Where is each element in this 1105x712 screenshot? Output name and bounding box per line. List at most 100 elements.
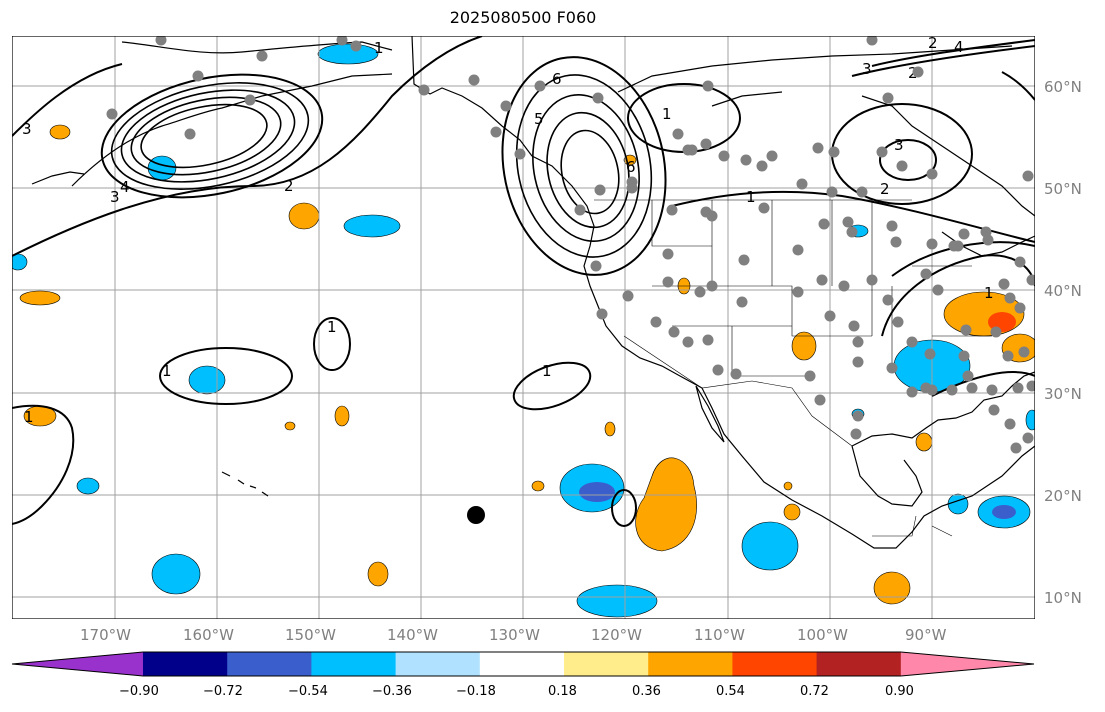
contour-label: 1 (24, 408, 34, 426)
station-dot (882, 294, 894, 306)
colorbar-tick-label: 0.90 (885, 684, 914, 699)
station-dot (1014, 302, 1026, 314)
contour-label: 1 (327, 318, 337, 336)
station-dot (828, 146, 840, 158)
station-dot (846, 226, 858, 238)
station-dot (514, 148, 526, 160)
station-dot (418, 84, 430, 96)
station-dot (892, 316, 904, 328)
station-dot (838, 280, 850, 292)
contour-label: 1 (542, 362, 552, 380)
station-dot (490, 126, 502, 138)
lon-label-90w: 90°W (905, 626, 947, 644)
station-dot (592, 92, 604, 104)
station-dot (1004, 292, 1016, 304)
station-dot (256, 50, 268, 62)
station-dot (350, 40, 362, 52)
station-dot (856, 186, 868, 198)
station-dot (926, 238, 938, 250)
map-title: 2025080500 F060 (449, 8, 597, 27)
station-dot (1002, 350, 1014, 362)
colorbar-tick-label: 0.36 (632, 684, 661, 699)
station-dot (712, 364, 724, 376)
station-dot (866, 274, 878, 286)
station-markers (106, 36, 1035, 454)
lat-label-40n: 40°N (1044, 282, 1082, 300)
station-dot (906, 336, 918, 348)
lon-label-140w: 140°W (387, 626, 438, 644)
station-dot (1018, 346, 1030, 358)
lat-label-20n: 20°N (1044, 487, 1082, 505)
station-dot (796, 178, 808, 190)
contour-label: 1 (374, 39, 384, 57)
lon-label-120w: 120°W (591, 626, 642, 644)
colorbar-extend-high (900, 652, 1034, 676)
station-dot (920, 268, 932, 280)
station-dot (192, 70, 204, 82)
station-dot (1012, 382, 1024, 394)
station-dot (672, 128, 684, 140)
lat-label-10n: 10°N (1044, 589, 1082, 607)
station-dot (866, 36, 878, 46)
station-dot (912, 66, 924, 78)
station-dot (852, 336, 864, 348)
station-dot (702, 334, 714, 346)
contour-label: 1 (662, 105, 672, 123)
station-dot (766, 150, 778, 162)
lon-label-170w: 170°W (80, 626, 131, 644)
contour-label: 3 (110, 188, 120, 206)
station-dot (702, 80, 714, 92)
station-dot (694, 286, 706, 298)
station-dot (812, 142, 824, 154)
station-dot (706, 210, 718, 222)
station-dot (958, 350, 970, 362)
station-dot (926, 168, 938, 180)
colorbar-tick-label: 0.54 (716, 684, 745, 699)
station-dot (962, 370, 974, 382)
colorbar-outline (11, 651, 1035, 677)
contour-lines (12, 36, 1035, 527)
station-dot (852, 410, 864, 422)
lon-label-160w: 160°W (183, 626, 234, 644)
contour-label: 6 (552, 70, 562, 88)
colorbar-segment (395, 652, 481, 676)
station-dot (706, 280, 718, 292)
coastlines (31, 36, 1035, 549)
station-dot (662, 276, 674, 288)
station-dot (814, 394, 826, 406)
station-dot (852, 356, 864, 368)
station-dot (666, 204, 678, 216)
station-dot (890, 236, 902, 248)
lat-label-50n: 50°N (1044, 180, 1082, 198)
station-dot (682, 336, 694, 348)
station-dot (818, 218, 830, 230)
colorbar-tick-label: 0.72 (800, 684, 829, 699)
colorbar-tick-label: −0.90 (119, 684, 159, 699)
colorbar-segment (227, 652, 312, 676)
station-dot (1014, 256, 1026, 268)
contour-label: 3 (22, 120, 32, 138)
station-dot (1022, 170, 1034, 182)
station-dot (966, 382, 978, 394)
colorbar-tick-label: −0.36 (372, 684, 412, 699)
colorbar-segment (816, 652, 902, 676)
colorbar-tick-label: −0.18 (456, 684, 496, 699)
station-dot (730, 368, 742, 380)
station-dot (244, 94, 256, 106)
contour-label: 2 (284, 177, 294, 195)
point-marker (467, 506, 485, 524)
station-dot (980, 226, 992, 238)
station-dot (842, 216, 854, 228)
station-dot (816, 274, 828, 286)
colorbar-segment (311, 652, 397, 676)
station-dot (718, 150, 730, 162)
station-dot (824, 310, 836, 322)
station-dot (662, 248, 674, 260)
station-dot (574, 204, 586, 216)
contour-label: 1 (162, 362, 172, 380)
colorbar-extend-low (12, 652, 143, 676)
contour-label: 2 (928, 36, 938, 52)
contour-label: 3 (862, 60, 872, 78)
station-dot (106, 108, 118, 120)
station-dot (1026, 380, 1035, 392)
